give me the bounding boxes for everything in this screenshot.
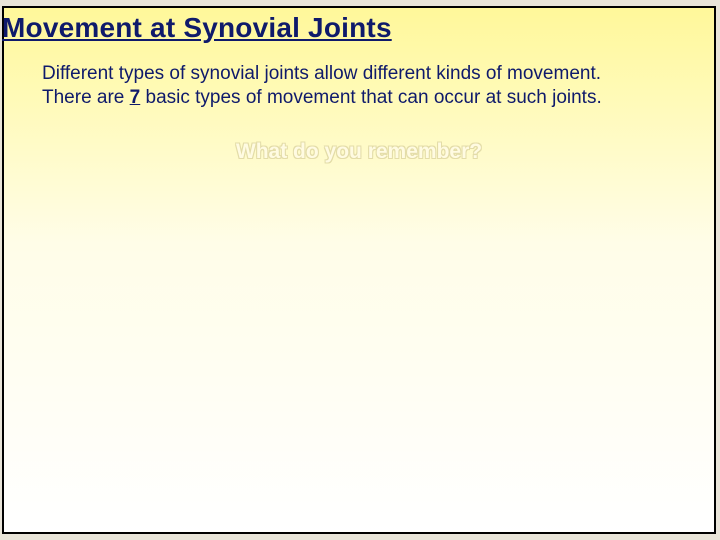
body-line-2-pre: There are — [42, 87, 130, 108]
body-line-2-number: 7 — [130, 87, 141, 108]
body-line-1: Different types of synovial joints allow… — [42, 63, 601, 84]
slide-question: What do you remember? — [4, 140, 714, 164]
slide-container: Movement at Synovial Joints Different ty… — [2, 6, 716, 534]
slide-title: Movement at Synovial Joints — [2, 12, 714, 44]
slide-body-text: Different types of synovial joints allow… — [42, 62, 694, 110]
body-line-2-post: basic types of movement that can occur a… — [140, 87, 602, 108]
